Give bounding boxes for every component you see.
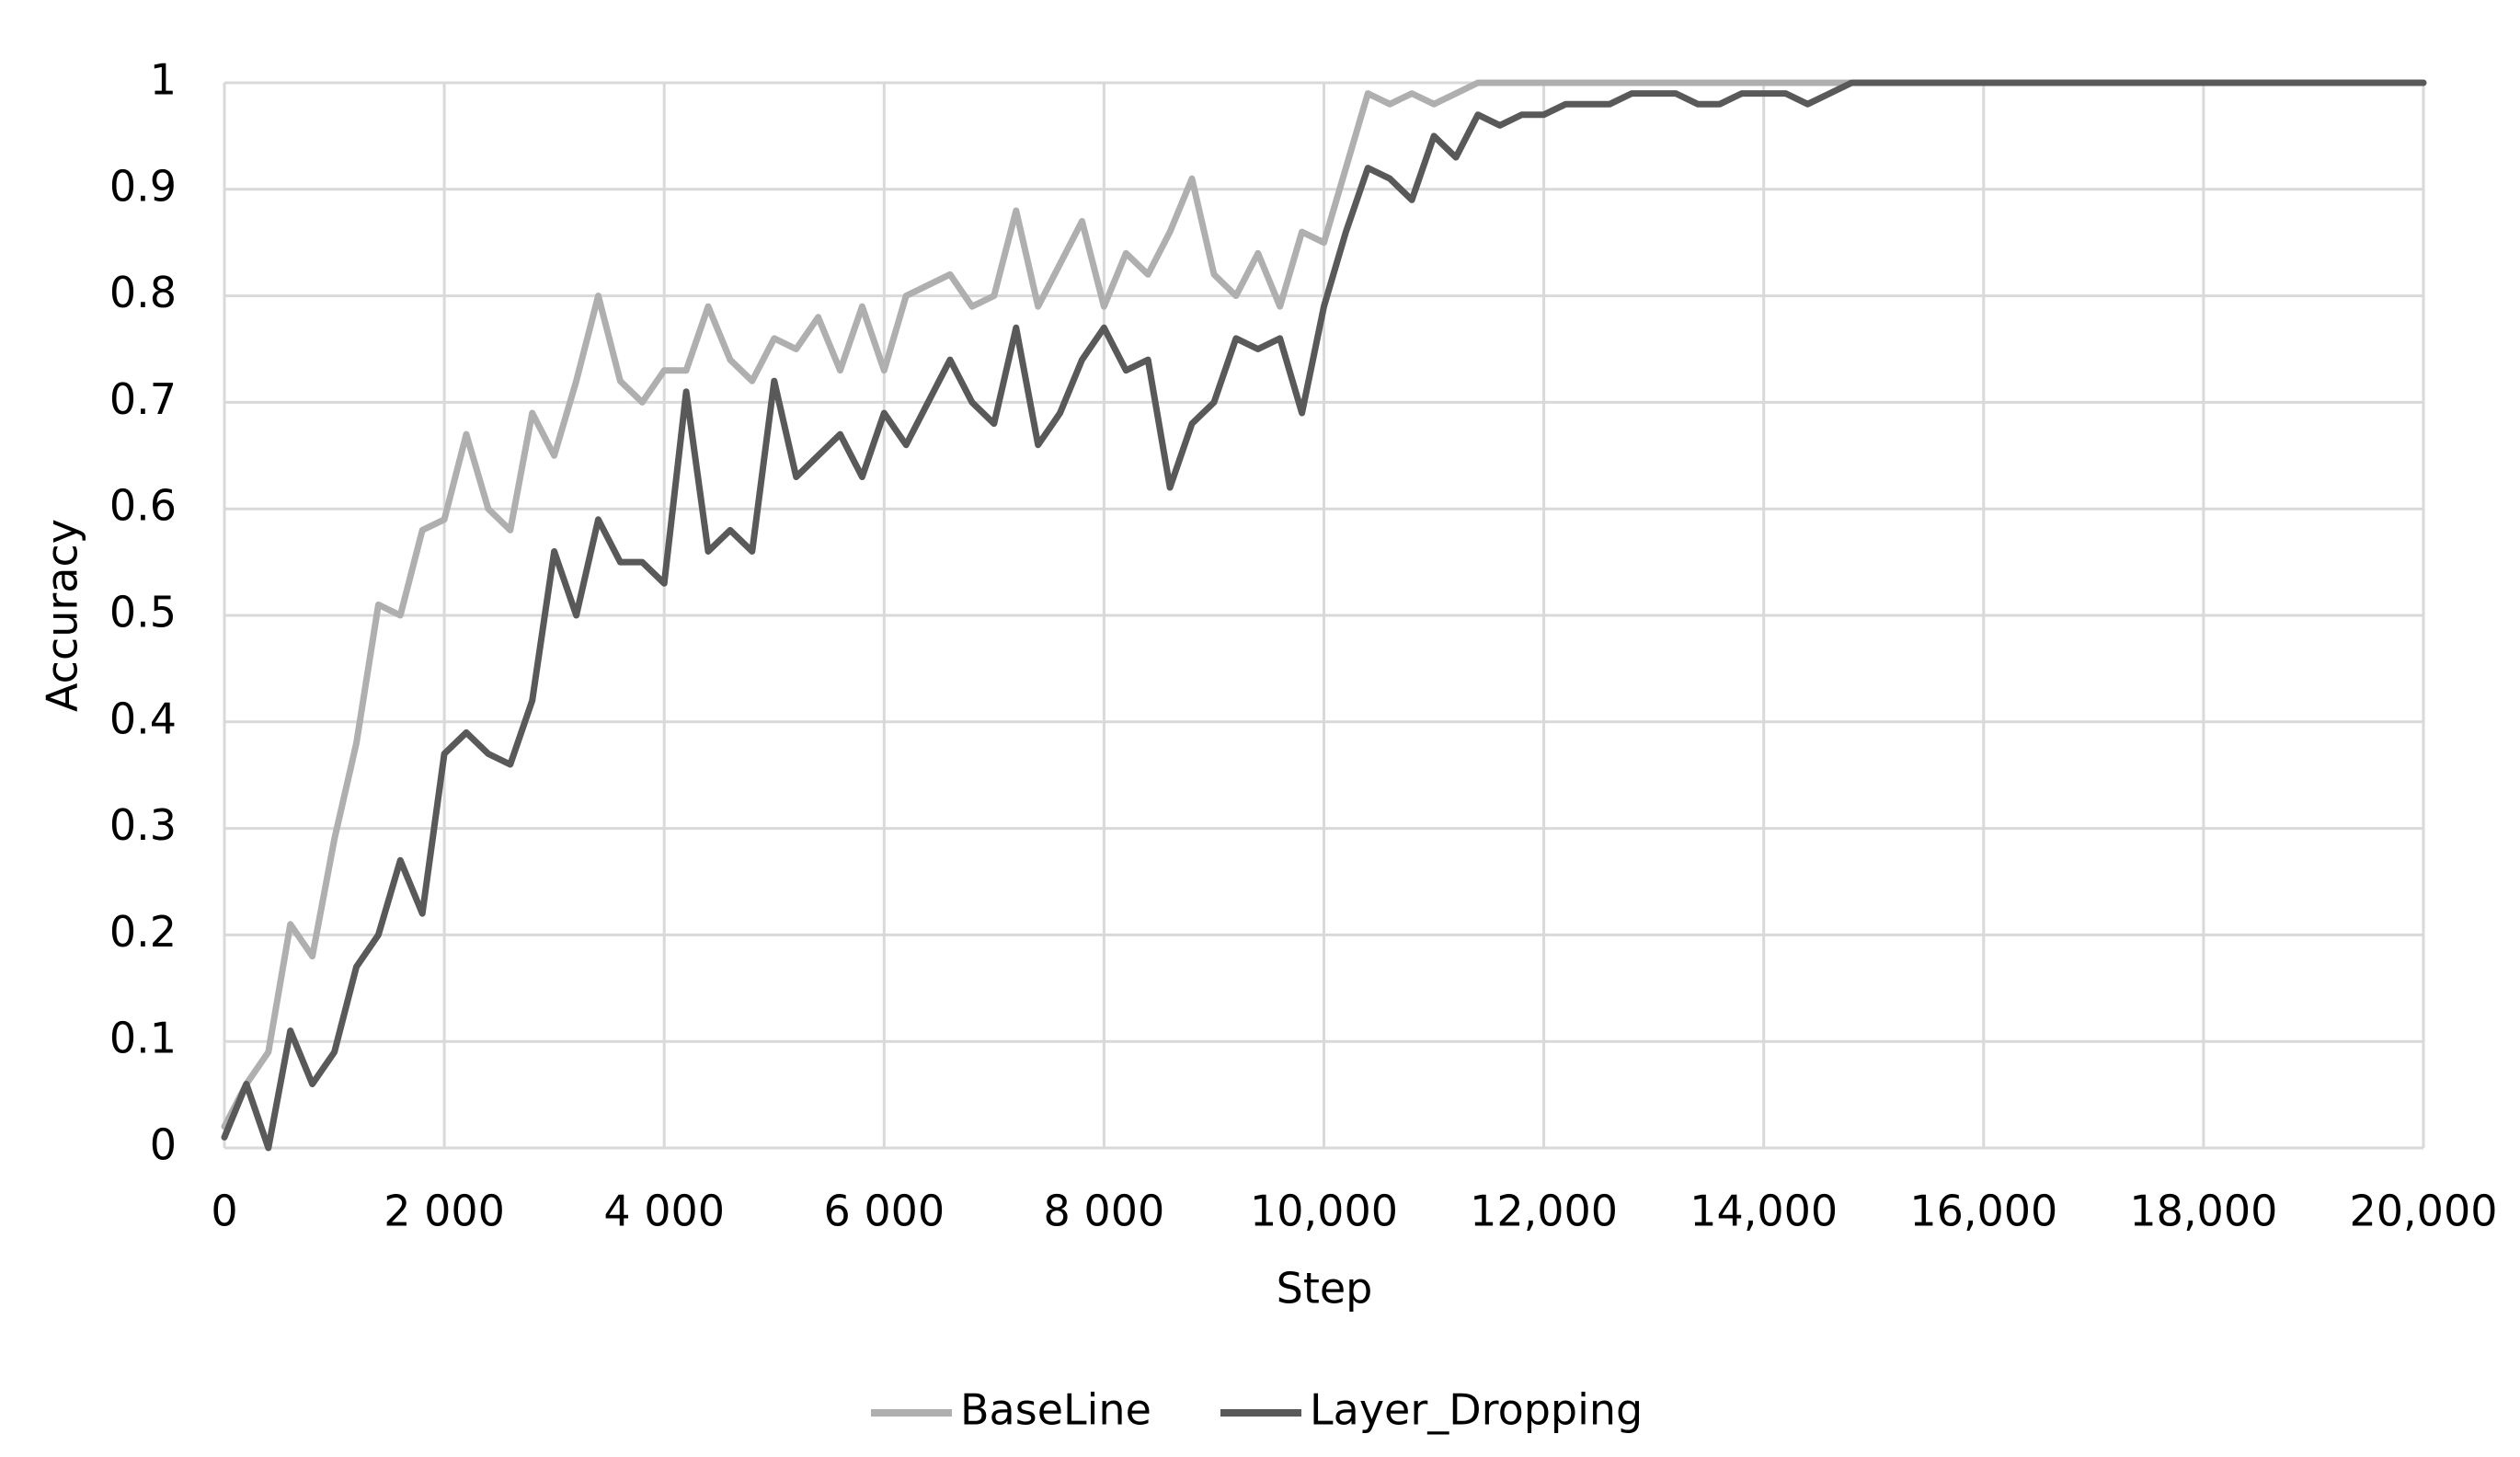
x-tick-label: 8 000 [1044, 1187, 1165, 1236]
x-axis-title: Step [1277, 1264, 1373, 1314]
y-tick-label: 0.7 [109, 374, 177, 424]
x-tick-label: 6 000 [823, 1187, 945, 1236]
y-tick-label: 0.3 [109, 800, 177, 850]
x-tick-label: 0 [211, 1187, 237, 1236]
x-tick-label: 14,000 [1690, 1187, 1838, 1236]
legend-label: Layer_Dropping [1310, 1385, 1643, 1435]
x-tick-label: 18,000 [2129, 1187, 2277, 1236]
x-tick-label: 4 000 [603, 1187, 725, 1236]
y-tick-label: 0 [150, 1120, 177, 1170]
y-tick-label: 0.1 [109, 1014, 177, 1063]
x-tick-label: 20,000 [2350, 1187, 2498, 1236]
y-axis-title: Accuracy [38, 519, 87, 712]
y-tick-label: 0.9 [109, 161, 177, 211]
y-tick-label: 0.5 [109, 588, 177, 637]
y-tick-label: 0.6 [109, 481, 177, 531]
x-tick-label: 16,000 [1909, 1187, 2057, 1236]
x-tick-label: 2 000 [384, 1187, 505, 1236]
series-line [221, 79, 2427, 1152]
y-tick-label: 0.4 [109, 694, 177, 743]
legend-label: BaseLine [960, 1385, 1151, 1435]
y-tick-label: 0.2 [109, 907, 177, 957]
x-tick-label: 10,000 [1250, 1187, 1398, 1236]
y-tick-label: 0.8 [109, 268, 177, 317]
x-tick-label: 12,000 [1470, 1187, 1618, 1236]
y-tick-label: 1 [150, 55, 177, 105]
